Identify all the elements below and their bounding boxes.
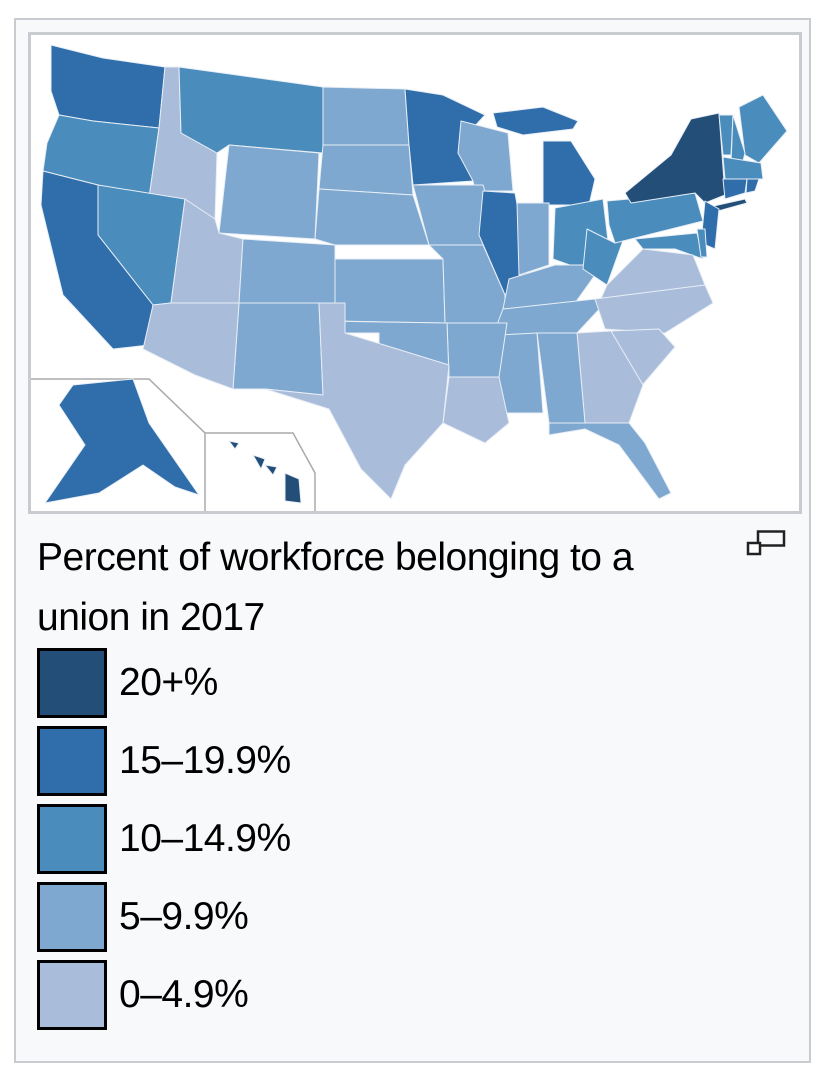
us-union-membership-map[interactable] — [28, 32, 802, 514]
caption-line-2: union in 2017 — [37, 596, 265, 639]
state-hi — [228, 440, 240, 450]
map-caption: Percent of workforce belonging to a unio… — [37, 528, 737, 648]
caption-line-1: Percent of workforce belonging to a — [37, 536, 634, 579]
state-sd — [318, 144, 414, 196]
legend-item: 0–4.9% — [37, 960, 249, 1030]
state-hi — [264, 464, 278, 476]
state-az — [142, 302, 240, 390]
state-md — [634, 232, 704, 260]
state-ct — [722, 178, 748, 200]
state-nm — [232, 302, 324, 396]
enlarge-icon[interactable] — [746, 530, 786, 556]
state-ar — [446, 322, 508, 378]
state-mi — [542, 140, 596, 206]
state-hi — [284, 472, 302, 504]
legend-item: 20+% — [37, 648, 218, 718]
legend-item: 15–19.9% — [37, 726, 291, 796]
state-fl — [548, 422, 672, 500]
legend-item: 5–9.9% — [37, 882, 249, 952]
legend-label: 5–9.9% — [119, 895, 249, 938]
state-ri — [745, 178, 760, 194]
state-nc — [594, 284, 714, 334]
state-hi — [252, 454, 266, 470]
state-mi — [492, 106, 579, 136]
legend-swatch — [37, 960, 107, 1030]
alaska-inset-border — [31, 378, 206, 511]
state-me — [738, 94, 788, 164]
legend-swatch — [37, 726, 107, 796]
state-nd — [322, 86, 410, 146]
state-la — [442, 376, 510, 444]
legend-label: 10–14.9% — [119, 817, 291, 860]
state-co — [238, 238, 336, 306]
state-mt — [178, 66, 324, 154]
state-de — [696, 228, 708, 258]
state-wy — [218, 144, 320, 240]
state-ks — [334, 258, 446, 324]
state-in — [516, 202, 550, 276]
state-ne — [314, 188, 430, 246]
state-ma — [722, 156, 764, 180]
legend-swatch — [37, 648, 107, 718]
legend-swatch — [37, 882, 107, 952]
state-ak — [44, 378, 200, 504]
legend-swatch — [37, 804, 107, 874]
state-al — [536, 332, 586, 424]
legend-label: 0–4.9% — [119, 973, 249, 1016]
state-ny — [624, 112, 726, 204]
map-svg — [31, 44, 788, 511]
legend-label: 20+% — [119, 661, 218, 704]
legend-item: 10–14.9% — [37, 804, 291, 874]
state-tx — [264, 302, 450, 500]
state-wa — [50, 44, 166, 129]
legend-label: 15–19.9% — [119, 739, 291, 782]
hawaii-inset-border — [205, 432, 316, 511]
